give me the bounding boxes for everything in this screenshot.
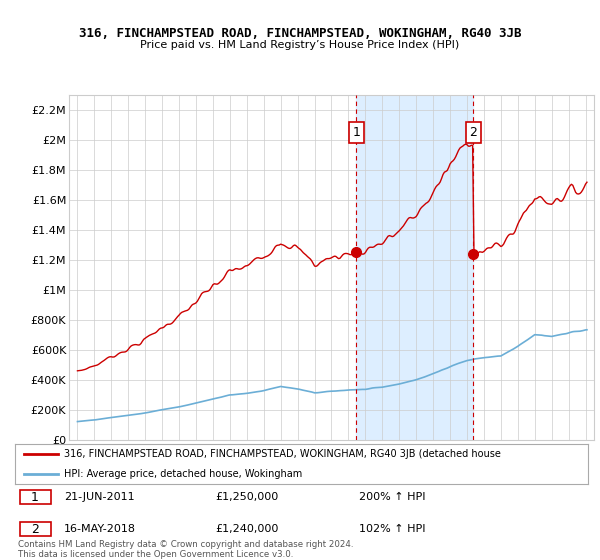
Text: 1: 1 xyxy=(352,126,361,139)
Text: 316, FINCHAMPSTEAD ROAD, FINCHAMPSTEAD, WOKINGHAM, RG40 3JB (detached house: 316, FINCHAMPSTEAD ROAD, FINCHAMPSTEAD, … xyxy=(64,449,500,459)
Bar xyxy=(356,95,473,440)
Text: 2: 2 xyxy=(469,126,477,139)
Text: 2: 2 xyxy=(31,522,39,535)
Text: Price paid vs. HM Land Registry’s House Price Index (HPI): Price paid vs. HM Land Registry’s House … xyxy=(140,40,460,50)
Text: 200% ↑ HPI: 200% ↑ HPI xyxy=(359,492,425,502)
Text: Contains HM Land Registry data © Crown copyright and database right 2024.
This d: Contains HM Land Registry data © Crown c… xyxy=(18,540,353,559)
Text: £1,250,000: £1,250,000 xyxy=(215,492,279,502)
Text: 102% ↑ HPI: 102% ↑ HPI xyxy=(359,524,425,534)
Text: 21-JUN-2011: 21-JUN-2011 xyxy=(64,492,134,502)
Text: £1,240,000: £1,240,000 xyxy=(215,524,279,534)
Text: 1: 1 xyxy=(31,491,39,503)
Text: 316, FINCHAMPSTEAD ROAD, FINCHAMPSTEAD, WOKINGHAM, RG40 3JB: 316, FINCHAMPSTEAD ROAD, FINCHAMPSTEAD, … xyxy=(79,27,521,40)
FancyBboxPatch shape xyxy=(20,490,51,505)
Text: 16-MAY-2018: 16-MAY-2018 xyxy=(64,524,136,534)
Text: HPI: Average price, detached house, Wokingham: HPI: Average price, detached house, Woki… xyxy=(64,469,302,479)
FancyBboxPatch shape xyxy=(20,522,51,536)
